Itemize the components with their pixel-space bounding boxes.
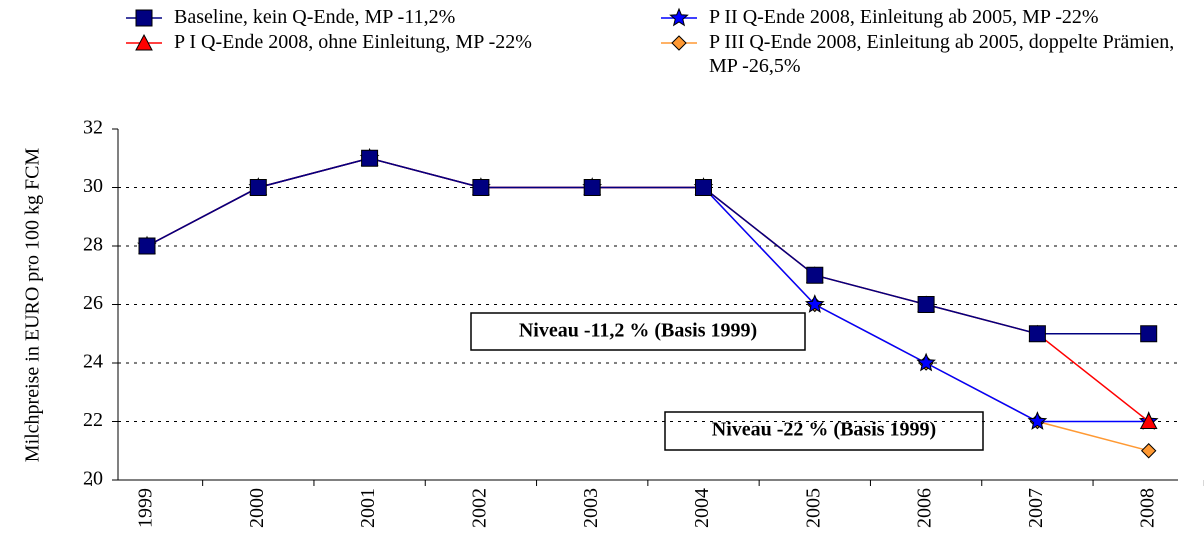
legend-label: P II Q-Ende 2008, Einleitung ab 2005, MP…	[709, 6, 1099, 28]
legend-label-box: P I Q-Ende 2008, ohne Einleitung, MP -22…	[174, 31, 532, 53]
marker	[806, 266, 824, 284]
x-tick-label: 2002	[468, 488, 490, 528]
annotation-text: Niveau -22 % (Basis 1999)	[712, 419, 936, 441]
x-tick-label: 1999	[135, 488, 157, 528]
annotation-text: Niveau -11,2 % (Basis 1999)	[519, 320, 757, 342]
x-tick-label: 2003	[580, 488, 602, 528]
x-tick-label: 2007	[1025, 488, 1047, 528]
marker	[361, 149, 379, 167]
legend-item: Baseline, kein Q-Ende, MP -11,2%	[126, 6, 456, 28]
legend-label: P I Q-Ende 2008, ohne Einleitung, MP -22…	[174, 31, 532, 53]
annotation: Niveau -11,2 % (Basis 1999)	[470, 312, 806, 351]
x-tick-label: 2008	[1136, 488, 1158, 528]
marker	[1140, 443, 1157, 459]
x-tick-label: 2000	[246, 488, 268, 528]
legend-item: P II Q-Ende 2008, Einleitung ab 2005, MP…	[661, 6, 1099, 28]
x-tick-label: 2005	[802, 488, 824, 528]
series-line	[146, 157, 1149, 423]
x-tick-label: 2004	[691, 488, 713, 528]
legend-item: P III Q-Ende 2008, Einleitung ab 2005, d…	[661, 31, 1175, 77]
marker	[583, 179, 601, 196]
marker	[669, 7, 689, 27]
y-tick-label: 32	[83, 117, 103, 139]
marker	[1139, 412, 1158, 429]
marker	[1028, 325, 1046, 343]
marker	[249, 179, 267, 196]
marker	[1140, 325, 1158, 343]
marker	[135, 9, 153, 27]
legend-label-box: P II Q-Ende 2008, Einleitung ab 2005, MP…	[709, 6, 1099, 28]
legend-label: P III Q-Ende 2008, Einleitung ab 2005, d…	[709, 31, 1175, 77]
y-tick-label: 22	[83, 409, 103, 431]
legend-label-box: P III Q-Ende 2008, Einleitung ab 2005, d…	[709, 31, 1175, 77]
y-tick-label: 30	[83, 175, 103, 197]
series-line	[146, 157, 1150, 423]
x-tick-label: 2006	[914, 488, 936, 528]
marker	[138, 237, 156, 255]
marker	[472, 179, 490, 196]
marker	[695, 179, 712, 196]
legend-label: Baseline, kein Q-Ende, MP -11,2%	[174, 6, 456, 28]
x-tick-label: 2001	[357, 488, 379, 528]
legend-label-box: Baseline, kein Q-Ende, MP -11,2%	[174, 6, 456, 28]
annotation-box	[664, 411, 984, 451]
y-tick-label: 24	[83, 351, 103, 373]
marker	[916, 352, 936, 372]
marker	[671, 35, 687, 51]
marker	[917, 296, 935, 313]
marker	[135, 33, 153, 51]
series-line	[146, 157, 1149, 335]
marker	[1027, 411, 1048, 430]
annotation-box	[470, 312, 806, 351]
legend-item: P I Q-Ende 2008, ohne Einleitung, MP -22…	[126, 31, 532, 53]
y-tick-label: 20	[83, 468, 103, 490]
y-tick-label: 26	[83, 292, 103, 314]
y-axis-label: Milchpreise in EURO pro 100 kg FCM	[22, 148, 44, 463]
y-tick-label: 28	[83, 234, 103, 256]
marker	[804, 294, 825, 313]
annotation: Niveau -22 % (Basis 1999)	[664, 411, 984, 451]
